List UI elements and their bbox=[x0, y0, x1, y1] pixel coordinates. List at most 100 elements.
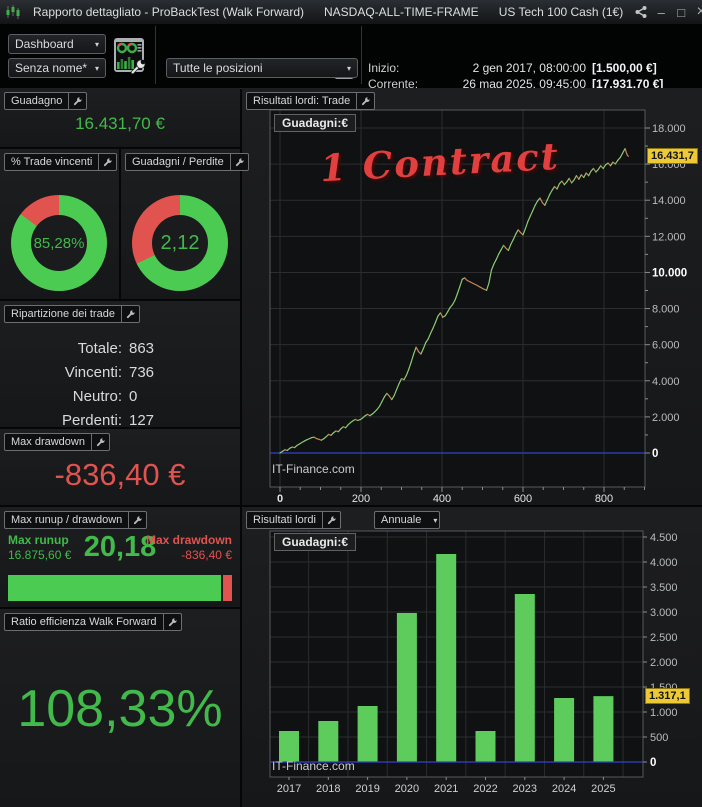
svg-text:400: 400 bbox=[433, 493, 451, 505]
svg-text:500: 500 bbox=[650, 732, 668, 744]
positions-select[interactable]: Tutte le posizioni ▾ bbox=[166, 58, 358, 78]
svg-text:3.500: 3.500 bbox=[650, 582, 678, 594]
app-candlestick-icon bbox=[0, 4, 23, 20]
gain-loss-donut: 2,12 bbox=[132, 195, 228, 291]
wrench-icon[interactable] bbox=[356, 93, 374, 109]
wrench-icon[interactable] bbox=[98, 154, 116, 170]
wf-ratio-panel-header: Ratio efficienza Walk Forward bbox=[4, 613, 182, 631]
svg-text:2017: 2017 bbox=[277, 783, 301, 795]
max-drawdown-panel-header: Max drawdown bbox=[4, 433, 110, 451]
svg-text:2.000: 2.000 bbox=[650, 657, 678, 669]
start-label: Inizio: bbox=[368, 61, 400, 75]
wrench-icon[interactable] bbox=[68, 93, 86, 109]
equity-chart-header: Risultati lordi: Trade bbox=[246, 92, 376, 110]
annual-current-value-tag: 1.317,1 bbox=[645, 688, 690, 705]
trade-split-row-neutral: Neutro: 0 bbox=[72, 388, 138, 405]
window-market-tab: US Tech 100 Cash (1€) bbox=[498, 5, 624, 19]
chevron-down-icon: ▾ bbox=[433, 515, 438, 525]
svg-text:0: 0 bbox=[277, 493, 283, 505]
max-drawdown-panel: Max drawdown -836,40 € bbox=[0, 429, 240, 505]
trade-split-row-total: Totale: 863 bbox=[77, 340, 155, 357]
svg-text:2018: 2018 bbox=[316, 783, 340, 795]
gain-value: 16.431,70 € bbox=[75, 114, 165, 133]
equity-chart-panel: Risultati lordi: Trade 0 200 400 600 800 0 2.0… bbox=[242, 88, 702, 505]
trade-split-panel-header: Ripartizione dei trade bbox=[4, 305, 140, 323]
annual-legend: Guadagni:€ bbox=[274, 533, 357, 551]
close-icon[interactable]: × bbox=[696, 3, 702, 20]
svg-text:0: 0 bbox=[652, 448, 658, 460]
current-capital: [17.931,70 €] bbox=[592, 77, 664, 91]
wrench-icon[interactable] bbox=[162, 614, 181, 630]
start-datetime: 2 gen 2017, 08:00:00 bbox=[472, 61, 586, 75]
svg-text:2024: 2024 bbox=[552, 783, 576, 795]
itfinance-watermark: IT-Finance.com bbox=[272, 462, 355, 476]
dashboard-settings-icon[interactable] bbox=[110, 34, 148, 83]
toolbar-separator bbox=[155, 26, 156, 84]
win-rate-donut: 85,28% bbox=[11, 195, 107, 291]
wrench-icon[interactable] bbox=[321, 512, 340, 528]
runup-dd-ratio: 20,18 bbox=[83, 531, 157, 563]
runup-drawdown-panel: Max runup / drawdown Max runup 16.875,60… bbox=[0, 507, 240, 607]
dashboard-select[interactable]: Dashboard ▾ bbox=[8, 34, 106, 54]
svg-text:2021: 2021 bbox=[434, 783, 458, 795]
max-drawdown-value: -836,40 € bbox=[54, 457, 186, 492]
gain-panel-header: Guadagno bbox=[4, 92, 88, 110]
win-rate-value: 85,28% bbox=[33, 234, 85, 252]
svg-text:1.000: 1.000 bbox=[650, 707, 678, 719]
title-bar: Rapporto dettagliato - ProBackTest (Walk… bbox=[0, 0, 702, 25]
share-icon[interactable] bbox=[633, 4, 649, 20]
win-rate-panel-header: % Trade vincenti bbox=[4, 153, 118, 171]
svg-text:8.000: 8.000 bbox=[652, 304, 680, 316]
svg-text:200: 200 bbox=[352, 493, 370, 505]
wf-ratio-panel: Ratio efficienza Walk Forward 108,33% bbox=[0, 609, 240, 807]
start-capital: [1.500,00 €] bbox=[592, 61, 657, 75]
equity-legend: Guadagni:€ bbox=[274, 114, 357, 132]
svg-text:2019: 2019 bbox=[355, 783, 379, 795]
svg-text:4.000: 4.000 bbox=[652, 376, 680, 388]
svg-text:2023: 2023 bbox=[513, 783, 537, 795]
svg-text:3.000: 3.000 bbox=[650, 607, 678, 619]
win-rate-panel: % Trade vincenti 85,28% bbox=[0, 149, 119, 299]
equity-curve-chart[interactable]: 0 200 400 600 800 0 2.000 4.000 6.000 8.000 10.000… bbox=[242, 88, 702, 505]
trade-split-row-winners: Vincenti: 736 bbox=[64, 364, 155, 381]
svg-text:12.000: 12.000 bbox=[652, 231, 686, 243]
toolbar-separator bbox=[361, 26, 362, 84]
gain-panel: Guadagno 16.431,70 € bbox=[0, 88, 240, 147]
svg-text:2025: 2025 bbox=[591, 783, 615, 795]
svg-text:2.500: 2.500 bbox=[650, 632, 678, 644]
wrench-icon[interactable] bbox=[229, 154, 248, 170]
period-select[interactable]: Annuale ▾ bbox=[374, 511, 441, 529]
runup-drawdown-bar bbox=[8, 575, 232, 601]
svg-text:0: 0 bbox=[650, 757, 656, 769]
chevron-down-icon: ▾ bbox=[94, 63, 99, 73]
wrench-icon[interactable] bbox=[120, 306, 139, 322]
wf-ratio-value: 108,33% bbox=[17, 680, 223, 738]
minimize-icon[interactable]: – bbox=[657, 4, 665, 20]
wrench-icon[interactable] bbox=[128, 512, 146, 528]
runup-bar-green bbox=[8, 575, 222, 601]
annual-chart-header: Risultati lordi bbox=[246, 511, 341, 529]
gain-loss-panel: Guadagni / Perdite 2,12 bbox=[121, 149, 249, 299]
svg-text:2022: 2022 bbox=[473, 783, 497, 795]
session-info: Inizio: 2 gen 2017, 08:00:00 [1.500,00 €… bbox=[368, 60, 663, 92]
layout-select[interactable]: Senza nome* ▾ bbox=[8, 58, 106, 78]
runup-drawdown-panel-header: Max runup / drawdown bbox=[4, 511, 148, 529]
maximize-icon[interactable]: □ bbox=[677, 4, 686, 20]
svg-text:10.000: 10.000 bbox=[652, 267, 687, 279]
itfinance-watermark: IT-Finance.com bbox=[272, 759, 355, 773]
current-label: Corrente: bbox=[368, 77, 419, 91]
window-instrument-tab: NASDAQ-ALL-TIME-FRAME bbox=[324, 5, 479, 19]
annual-results-chart[interactable]: 05001.0001.5002.0002.5003.0003.5004.0004… bbox=[242, 507, 702, 807]
current-datetime: 26 mag 2025, 09:45:00 bbox=[462, 77, 586, 91]
annual-chart-panel: Risultati lordi Annuale ▾ 05001.0001.500… bbox=[242, 507, 702, 807]
toolbar: Dashboard ▾ Senza nome* ▾ bbox=[0, 24, 702, 92]
svg-text:4.500: 4.500 bbox=[650, 532, 678, 544]
wrench-icon[interactable] bbox=[90, 434, 109, 450]
svg-text:4.000: 4.000 bbox=[650, 557, 678, 569]
trade-split-rows: Totale: 863 Vincenti: 736 Neutro: 0 Perd… bbox=[0, 337, 240, 433]
svg-text:18.000: 18.000 bbox=[652, 123, 686, 135]
trade-split-row-losers: Perdenti: 127 bbox=[61, 412, 155, 429]
equity-current-value-tag: 16.431,7 bbox=[647, 148, 698, 165]
chevron-down-icon: ▾ bbox=[346, 63, 351, 73]
